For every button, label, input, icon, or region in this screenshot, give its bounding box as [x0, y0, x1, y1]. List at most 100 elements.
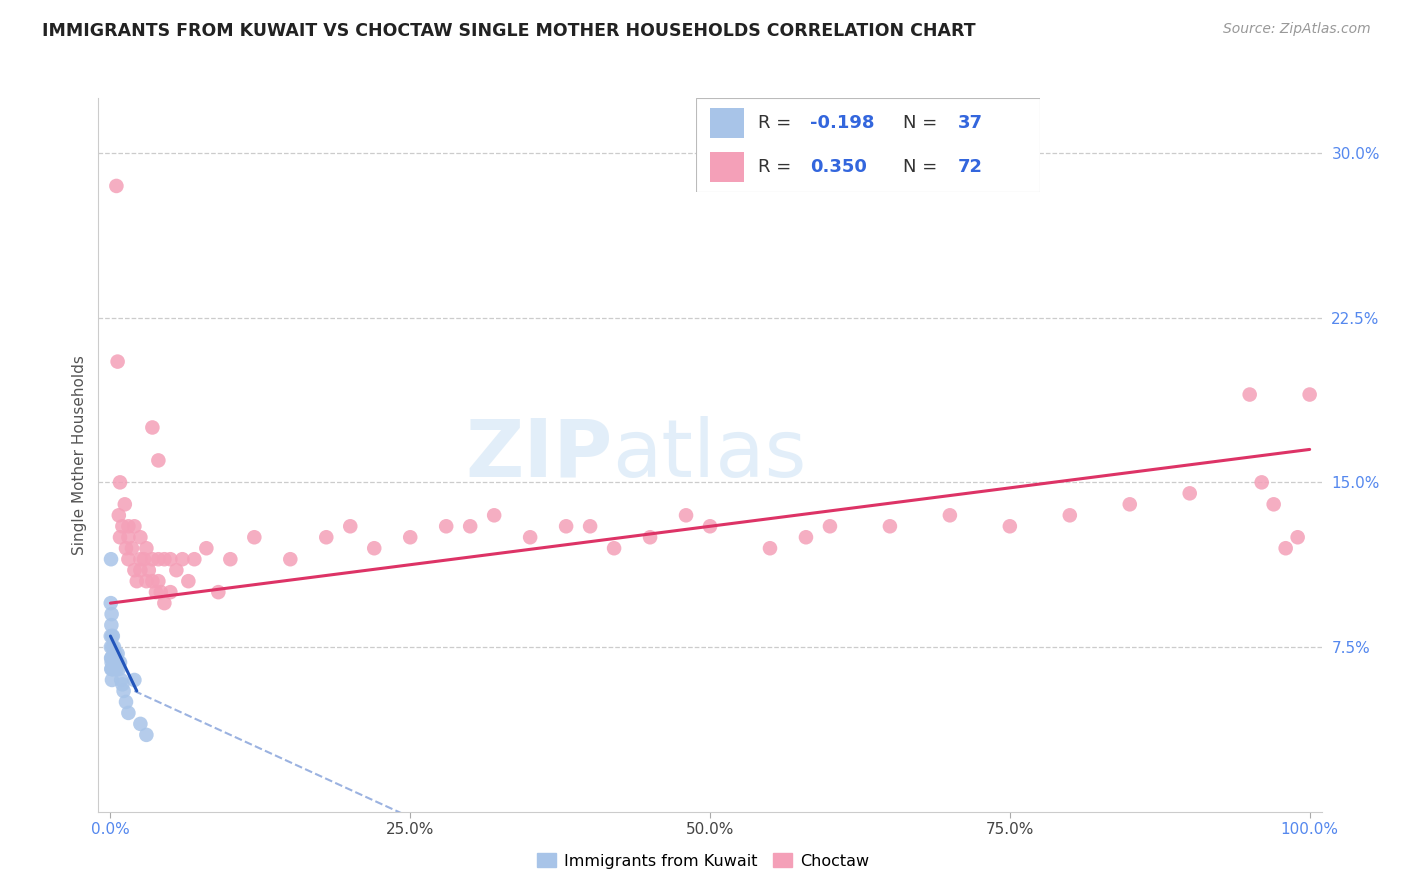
Point: [1178, 486, 1201, 500]
Point: [107, 354, 129, 368]
Point: [165, 563, 187, 577]
Point: [148, 552, 170, 566]
Point: [1250, 475, 1272, 490]
Point: [879, 519, 901, 533]
Text: N =: N =: [903, 114, 942, 132]
Point: [111, 677, 134, 691]
Point: [110, 673, 132, 687]
Point: [278, 552, 301, 566]
Text: -0.198: -0.198: [810, 114, 875, 132]
Point: [458, 519, 481, 533]
Point: [135, 541, 157, 556]
Point: [108, 475, 131, 490]
Text: IMMIGRANTS FROM KUWAIT VS CHOCTAW SINGLE MOTHER HOUSEHOLDS CORRELATION CHART: IMMIGRANTS FROM KUWAIT VS CHOCTAW SINGLE…: [42, 22, 976, 40]
Point: [579, 519, 602, 533]
Text: N =: N =: [903, 159, 942, 177]
Point: [100, 596, 122, 610]
Point: [100, 662, 122, 676]
Point: [339, 519, 361, 533]
Point: [399, 530, 422, 544]
Point: [124, 563, 146, 577]
Point: [107, 647, 129, 661]
Point: [104, 647, 127, 661]
Text: 37: 37: [957, 114, 983, 132]
Point: [117, 530, 139, 544]
Point: [1059, 508, 1081, 523]
Y-axis label: Single Mother Households: Single Mother Households: [72, 355, 87, 555]
Point: [101, 662, 124, 676]
Point: [103, 651, 125, 665]
Point: [434, 519, 457, 533]
Point: [132, 552, 155, 566]
Point: [1263, 497, 1285, 511]
Point: [125, 574, 148, 589]
Point: [108, 662, 129, 676]
Point: [129, 530, 152, 544]
Text: Source: ZipAtlas.com: Source: ZipAtlas.com: [1223, 22, 1371, 37]
Point: [153, 552, 176, 566]
Point: [108, 508, 129, 523]
Point: [114, 497, 136, 511]
Point: [482, 508, 505, 523]
Point: [207, 585, 229, 599]
Point: [108, 530, 131, 544]
Point: [100, 640, 122, 654]
Point: [148, 453, 170, 467]
Text: 72: 72: [957, 159, 983, 177]
Point: [148, 574, 170, 589]
Point: [135, 574, 157, 589]
Point: [1119, 497, 1142, 511]
Point: [1239, 387, 1261, 401]
Point: [1286, 530, 1309, 544]
Point: [638, 530, 661, 544]
Point: [121, 541, 143, 556]
Point: [117, 552, 139, 566]
Point: [101, 640, 124, 654]
Point: [195, 541, 218, 556]
Point: [129, 563, 152, 577]
Point: [124, 673, 146, 687]
Point: [818, 519, 841, 533]
Point: [111, 519, 134, 533]
Point: [1298, 387, 1320, 401]
Point: [112, 684, 135, 698]
Point: [172, 552, 194, 566]
Text: R =: R =: [758, 114, 797, 132]
Point: [100, 552, 122, 566]
Point: [183, 552, 205, 566]
Point: [124, 519, 146, 533]
Point: [939, 508, 962, 523]
Point: [107, 656, 129, 670]
Point: [100, 651, 122, 665]
Point: [100, 629, 122, 643]
Point: [177, 574, 200, 589]
Point: [138, 563, 160, 577]
Point: [555, 519, 578, 533]
Point: [135, 728, 157, 742]
Point: [998, 519, 1021, 533]
Point: [141, 574, 163, 589]
Point: [105, 651, 128, 665]
Text: ZIP: ZIP: [465, 416, 612, 494]
Point: [794, 530, 817, 544]
Point: [219, 552, 242, 566]
Legend: Immigrants from Kuwait, Choctaw: Immigrants from Kuwait, Choctaw: [530, 847, 876, 875]
Text: 0.350: 0.350: [810, 159, 866, 177]
Point: [603, 541, 626, 556]
Point: [141, 552, 163, 566]
FancyBboxPatch shape: [710, 153, 744, 183]
Point: [105, 178, 128, 193]
Point: [145, 585, 167, 599]
Point: [675, 508, 697, 523]
Point: [100, 651, 122, 665]
Point: [149, 585, 172, 599]
Point: [101, 629, 124, 643]
Text: R =: R =: [758, 159, 797, 177]
Point: [243, 530, 266, 544]
Point: [101, 651, 124, 665]
Point: [699, 519, 721, 533]
Point: [100, 618, 122, 632]
Point: [129, 552, 152, 566]
Point: [115, 541, 138, 556]
Point: [101, 662, 124, 676]
